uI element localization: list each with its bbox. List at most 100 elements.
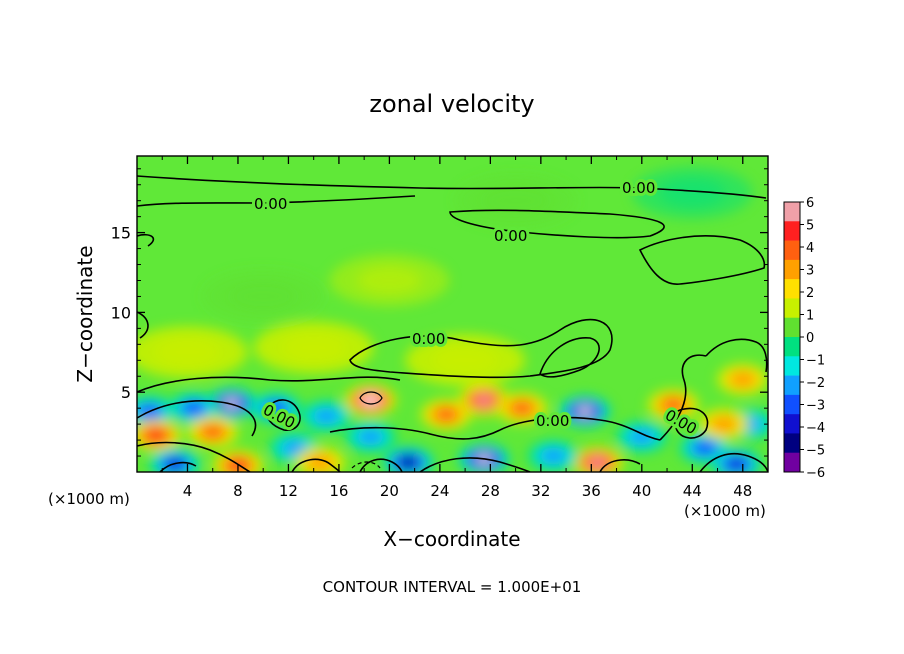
colorbar-tick-label: 4 xyxy=(806,241,814,256)
colorbar-swatch xyxy=(784,414,800,434)
colorbar-swatch xyxy=(784,433,800,454)
x-tick-label: 8 xyxy=(233,482,243,500)
colorbar-tick-label: 1 xyxy=(806,309,814,324)
y-tick-label: 10 xyxy=(111,303,131,322)
contour-interval-note: CONTOUR INTERVAL = 1.000E+01 xyxy=(323,578,582,596)
x-tick-label: 32 xyxy=(531,482,550,500)
velocity-blob xyxy=(230,282,296,311)
contour-label: 0.00 xyxy=(536,412,569,430)
colorbar-swatch xyxy=(784,259,800,280)
x-tick-label: 12 xyxy=(279,482,298,500)
colorbar-swatch xyxy=(784,202,800,222)
velocity-blobs xyxy=(137,166,768,472)
colorbar-swatch xyxy=(784,221,800,241)
velocity-blob xyxy=(440,410,453,419)
y-axis: 5 10 15 xyxy=(111,168,768,457)
velocity-blob xyxy=(363,432,378,442)
velocity-blob xyxy=(187,404,200,412)
contour-line xyxy=(349,318,613,379)
contour-line xyxy=(499,416,661,441)
velocity-blob xyxy=(698,444,711,452)
contour-line xyxy=(137,399,257,437)
x-axis: 4 8 12 16 20 24 28 32 36 40 44 48 xyxy=(161,156,752,500)
velocity-blob xyxy=(667,401,680,409)
y-axis-label: Z−coordinate xyxy=(73,245,97,382)
x-unit-label-left: (×1000 m) xyxy=(48,490,130,508)
velocity-blob xyxy=(150,432,161,439)
plot-field: 0.00 0.00 0.00 0.00 0.00 0.00 0.00 xyxy=(137,156,768,472)
velocity-blob xyxy=(716,419,732,429)
colorbar-tick-label: −5 xyxy=(806,444,825,459)
contour-line xyxy=(266,399,301,432)
colorbar-tick-label: 3 xyxy=(806,264,814,279)
x-tick-label: 28 xyxy=(481,482,500,500)
velocity-blob xyxy=(206,428,219,436)
x-tick-label: 44 xyxy=(683,482,702,500)
x-tick-label: 36 xyxy=(582,482,601,500)
chart-title: zonal velocity xyxy=(369,90,534,118)
contour-label: 0.00 xyxy=(494,227,527,245)
x-unit-label-right: (×1000 m) xyxy=(684,502,766,520)
colorbar-swatch xyxy=(784,240,800,261)
velocity-blob xyxy=(280,333,347,362)
x-tick-label: 24 xyxy=(430,482,449,500)
colorbar-tick-label: 5 xyxy=(806,219,814,234)
colorbar-tick-label: −4 xyxy=(806,421,825,436)
contour-line xyxy=(137,311,149,339)
colorbar-swatch xyxy=(784,394,800,415)
x-axis-label: X−coordinate xyxy=(383,527,520,551)
contour-line xyxy=(329,426,501,440)
velocity-blob xyxy=(356,266,423,295)
contour-line xyxy=(449,209,665,239)
contour-line xyxy=(137,233,155,247)
colorbar-swatch xyxy=(784,375,800,396)
velocity-blob xyxy=(287,443,303,453)
velocity-blob xyxy=(404,459,413,466)
y-tick-label: 15 xyxy=(111,224,131,243)
contour-line xyxy=(359,391,383,405)
colorbar-tick-label: 6 xyxy=(806,196,814,211)
contour-line xyxy=(137,195,416,207)
contour-line xyxy=(599,459,641,472)
contour-line xyxy=(351,461,381,469)
contour-line xyxy=(638,235,766,285)
colorbar-tick-label: −1 xyxy=(806,354,825,369)
y-tick-label: 5 xyxy=(121,383,131,402)
velocity-blob xyxy=(318,411,334,421)
colorbar-tick-label: −2 xyxy=(806,376,825,391)
colorbar-swatch xyxy=(784,452,800,473)
colorbar-swatch xyxy=(784,356,800,376)
x-tick-label: 20 xyxy=(380,482,399,500)
velocity-blob xyxy=(546,451,561,461)
velocity-blob xyxy=(366,397,375,403)
colorbar-tick-label: 2 xyxy=(806,286,814,301)
colorbar-ticks: 6 5 4 3 2 1 0 −1 −2 −3 −4 −5 −6 xyxy=(800,196,825,481)
velocity-blob xyxy=(593,459,602,466)
velocity-blob xyxy=(479,397,489,403)
contour-line xyxy=(137,441,251,472)
plot-frame xyxy=(136,155,769,473)
velocity-blob xyxy=(269,404,282,412)
contour-label: 0.00 xyxy=(254,195,287,213)
velocity-blob xyxy=(432,346,498,375)
colorbar xyxy=(783,201,801,473)
colorbar-swatch xyxy=(784,337,800,357)
velocity-blob xyxy=(154,338,221,367)
velocity-blob xyxy=(482,186,549,215)
colorbar-tick-label: 0 xyxy=(806,331,814,346)
x-tick-label: 40 xyxy=(632,482,651,500)
velocity-blob xyxy=(731,460,742,468)
contour-line xyxy=(419,457,531,472)
colorbar-swatch xyxy=(784,317,800,338)
contour-line xyxy=(673,407,709,439)
contour-label: 0.00 xyxy=(412,330,445,348)
contour-line xyxy=(539,337,600,378)
velocity-blob xyxy=(581,409,589,414)
x-tick-label: 16 xyxy=(329,482,348,500)
x-tick-label: 4 xyxy=(183,482,193,500)
contour-label: 0.00 xyxy=(622,179,655,197)
contour-line xyxy=(699,452,768,472)
velocity-blob xyxy=(659,178,725,207)
contour-line xyxy=(137,175,767,199)
contour-line xyxy=(359,458,403,472)
